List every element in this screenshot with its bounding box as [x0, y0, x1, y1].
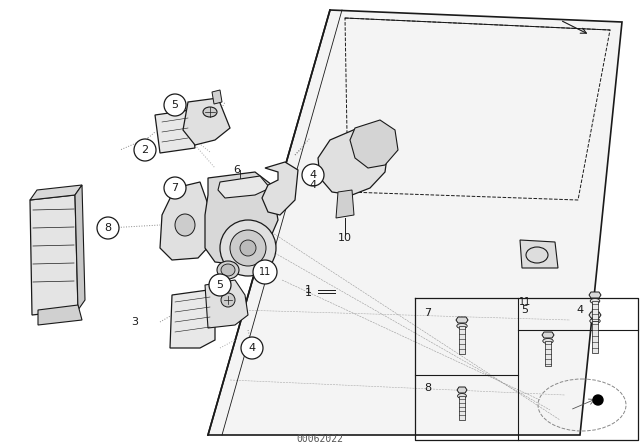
Text: 4: 4: [309, 180, 317, 190]
Circle shape: [221, 293, 235, 307]
Ellipse shape: [590, 319, 600, 323]
Text: 3: 3: [131, 317, 138, 327]
Ellipse shape: [457, 323, 467, 328]
Polygon shape: [457, 387, 467, 393]
Polygon shape: [589, 312, 601, 318]
Text: 2: 2: [141, 145, 148, 155]
Polygon shape: [350, 120, 398, 168]
Polygon shape: [155, 110, 195, 153]
Circle shape: [220, 220, 276, 276]
Text: 8: 8: [424, 383, 431, 393]
Polygon shape: [205, 280, 248, 328]
Circle shape: [241, 337, 263, 359]
Polygon shape: [545, 341, 551, 366]
Polygon shape: [30, 195, 78, 315]
Circle shape: [253, 260, 277, 284]
Text: 5: 5: [172, 100, 179, 110]
Polygon shape: [520, 240, 558, 268]
Text: 11: 11: [259, 267, 271, 277]
Ellipse shape: [590, 298, 600, 303]
Polygon shape: [218, 176, 270, 198]
Circle shape: [164, 177, 186, 199]
Polygon shape: [160, 182, 210, 260]
Polygon shape: [170, 290, 215, 348]
Circle shape: [593, 395, 603, 405]
Text: 7: 7: [172, 183, 179, 193]
Polygon shape: [459, 396, 465, 420]
Text: 5: 5: [216, 280, 223, 290]
Polygon shape: [589, 292, 601, 298]
Text: 8: 8: [104, 223, 111, 233]
Circle shape: [97, 217, 119, 239]
Polygon shape: [336, 190, 354, 218]
Polygon shape: [38, 305, 82, 325]
Text: 6: 6: [234, 165, 241, 175]
Text: 4: 4: [309, 170, 317, 180]
Polygon shape: [262, 162, 298, 215]
Polygon shape: [183, 98, 230, 145]
Text: 1: 1: [305, 285, 312, 295]
Polygon shape: [75, 185, 85, 310]
Circle shape: [240, 240, 256, 256]
Ellipse shape: [175, 214, 195, 236]
Text: 11: 11: [519, 297, 531, 307]
Polygon shape: [208, 10, 622, 435]
Text: 4: 4: [248, 343, 255, 353]
Ellipse shape: [217, 261, 239, 279]
Polygon shape: [456, 317, 468, 323]
Circle shape: [302, 164, 324, 186]
Text: 00062022: 00062022: [296, 434, 344, 444]
Polygon shape: [592, 301, 598, 321]
Polygon shape: [592, 321, 598, 353]
Ellipse shape: [203, 107, 217, 117]
Polygon shape: [212, 90, 222, 104]
Polygon shape: [205, 172, 278, 265]
Polygon shape: [542, 332, 554, 338]
Polygon shape: [459, 326, 465, 354]
Circle shape: [209, 274, 231, 296]
Text: 4: 4: [577, 305, 584, 315]
Text: 10: 10: [338, 233, 352, 243]
Polygon shape: [30, 185, 82, 200]
Text: 7: 7: [424, 308, 431, 318]
Circle shape: [230, 230, 266, 266]
Ellipse shape: [458, 393, 467, 399]
Ellipse shape: [543, 339, 553, 344]
Circle shape: [164, 94, 186, 116]
Text: 5: 5: [522, 305, 529, 315]
Circle shape: [134, 139, 156, 161]
Ellipse shape: [221, 264, 235, 276]
Polygon shape: [318, 128, 388, 195]
Text: 1: 1: [305, 288, 312, 298]
